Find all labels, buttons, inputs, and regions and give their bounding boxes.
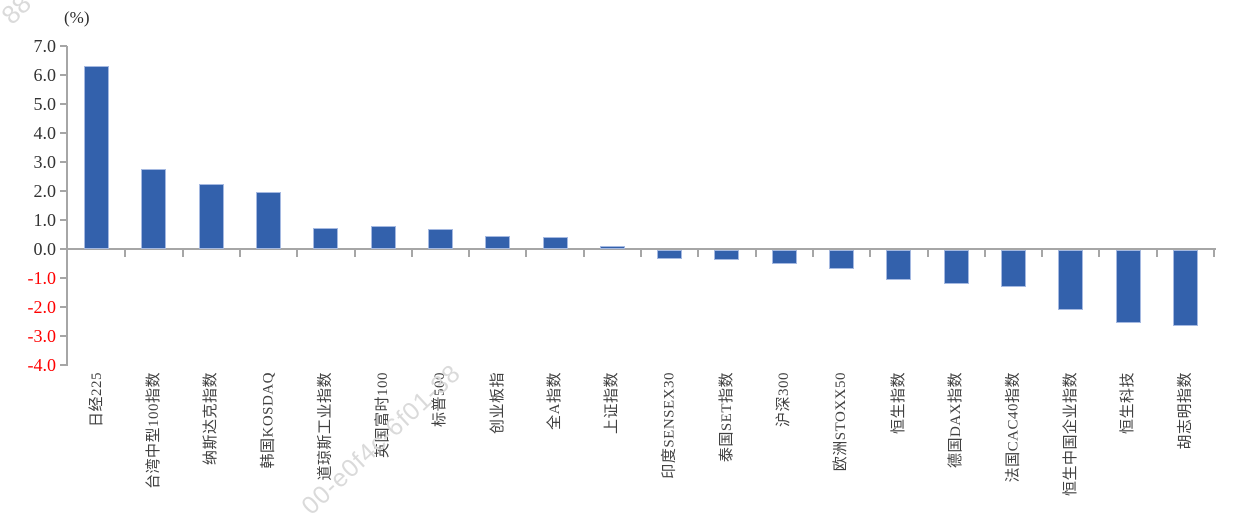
- bar: [1000, 250, 1026, 288]
- x-category-label-text: 胡志明指数: [1177, 372, 1194, 450]
- x-axis-tick: [238, 250, 241, 257]
- x-axis-tick: [525, 250, 528, 257]
- y-axis-unit-label: (%): [64, 8, 90, 27]
- x-axis-tick: [296, 250, 299, 257]
- x-axis-tick: [181, 250, 184, 257]
- y-tick-mark: [60, 103, 67, 105]
- bar: [714, 250, 740, 261]
- x-axis-tick: [582, 250, 585, 257]
- y-tick-mark: [60, 219, 67, 221]
- x-category-label-text: 韩国KOSDAQ: [260, 372, 277, 469]
- y-tick-mark: [60, 161, 67, 163]
- bar: [1172, 250, 1198, 326]
- y-tick-label: 4.0: [33, 123, 57, 143]
- bar: [1058, 250, 1084, 311]
- bar: [943, 250, 969, 285]
- y-tick-mark: [60, 335, 67, 337]
- x-axis-tick: [983, 250, 986, 257]
- x-axis-tick: [124, 250, 127, 257]
- x-axis-tick: [1098, 250, 1101, 257]
- y-tick-mark: [60, 45, 67, 47]
- bar: [313, 227, 339, 249]
- y-tick-label: 1.0: [33, 210, 57, 230]
- y-tick-mark: [60, 364, 67, 366]
- bar: [84, 66, 110, 249]
- bar: [886, 250, 912, 280]
- x-category-label-text: 恒生指数: [890, 372, 907, 435]
- x-category-label-text: 上证指数: [604, 372, 621, 435]
- x-axis-tick: [754, 250, 757, 257]
- x-category-label-text: 全A指数: [547, 372, 564, 430]
- x-category-label-text: 台湾中型100指数: [145, 372, 162, 490]
- bar: [599, 246, 625, 249]
- x-axis-tick: [811, 250, 814, 257]
- x-axis-tick: [1213, 250, 1215, 257]
- x-category-label-text: 标普500: [432, 372, 449, 428]
- x-category-label-text: 英国富时100: [375, 372, 392, 459]
- bar: [141, 168, 167, 249]
- y-tick-label: 7.0: [33, 36, 57, 56]
- x-axis-tick: [640, 250, 642, 257]
- bar: [198, 184, 224, 249]
- x-axis-tick: [468, 250, 471, 257]
- y-tick-label: 3.0: [33, 152, 57, 172]
- y-tick-mark: [60, 190, 67, 192]
- x-axis-tick: [1041, 250, 1044, 257]
- y-tick-label: -2.0: [27, 297, 57, 317]
- x-category-label-text: 日经225: [88, 372, 105, 428]
- x-category-label-text: 欧洲STOXX50: [833, 372, 850, 472]
- bar: [771, 250, 797, 264]
- y-tick-mark: [60, 248, 67, 250]
- y-tick-label: 6.0: [33, 65, 57, 85]
- x-category-label-text: 泰国SET指数: [718, 372, 735, 463]
- bar: [370, 226, 396, 249]
- y-tick-label: 0.0: [33, 239, 57, 259]
- bar: [485, 235, 511, 249]
- y-tick-mark: [60, 74, 67, 76]
- x-axis-tick: [697, 250, 700, 257]
- bar: [542, 237, 568, 249]
- y-tick-label: -1.0: [27, 268, 57, 288]
- y-tick-label: -3.0: [27, 326, 57, 346]
- x-category-label-text: 德国DAX指数: [948, 372, 965, 468]
- x-category-label-text: 恒生科技: [1120, 372, 1137, 435]
- y-tick-label: -4.0: [27, 355, 57, 375]
- y-axis-line: [66, 46, 68, 366]
- x-category-label-text: 沪深300: [776, 372, 793, 428]
- y-tick-label: 2.0: [33, 181, 57, 201]
- x-axis-tick: [353, 250, 356, 257]
- bar: [829, 250, 855, 270]
- x-axis-zero-line: [66, 248, 1216, 250]
- x-axis-tick: [926, 250, 929, 257]
- bar: [427, 228, 453, 249]
- x-axis-tick: [869, 250, 872, 257]
- y-tick-mark: [60, 132, 67, 134]
- x-axis-tick: [1155, 250, 1158, 257]
- x-category-label-text: 创业板指: [489, 372, 506, 435]
- x-category-label-text: 印度SENSEX30: [661, 372, 678, 479]
- y-tick-label: 5.0: [33, 94, 57, 114]
- bar: [256, 192, 282, 249]
- x-category-label-text: 道琼斯工业指数: [317, 372, 334, 481]
- y-tick-mark: [60, 277, 67, 279]
- watermark-fragment: 88: [0, 0, 37, 30]
- x-category-label-text: 恒生中国企业指数: [1062, 372, 1079, 497]
- bar: [657, 250, 683, 259]
- y-tick-mark: [60, 306, 67, 308]
- x-category-label-text: 法国CAC40指数: [1005, 372, 1022, 483]
- bar: [1115, 250, 1141, 324]
- x-category-label-text: 纳斯达克指数: [203, 372, 220, 466]
- x-axis-tick: [410, 250, 413, 257]
